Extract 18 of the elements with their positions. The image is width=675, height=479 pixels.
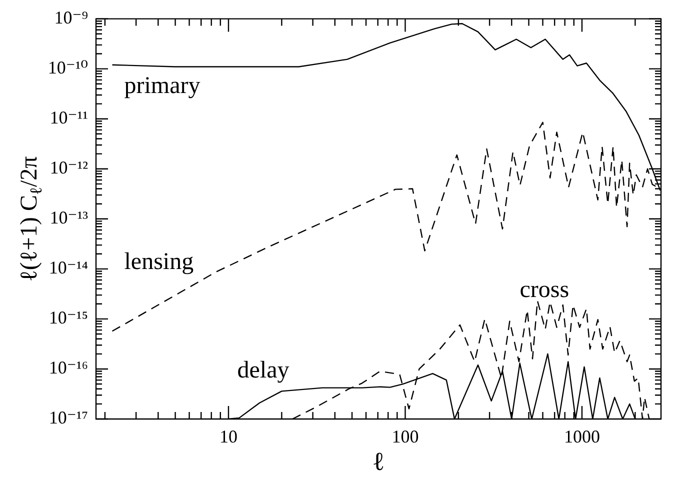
series-label: lensing — [124, 249, 194, 276]
y-tick-label: 10⁻¹⁶ — [48, 358, 88, 378]
series-label: cross — [520, 277, 570, 304]
x-axis-title: ℓ — [372, 446, 385, 476]
x-tick-label: 10 — [219, 426, 238, 447]
y-tick-label: 10⁻¹⁴ — [48, 258, 88, 278]
series-label: delay — [237, 357, 290, 384]
y-axis-title: ℓ(ℓ+1) Cℓ/2π — [16, 156, 46, 282]
y-tick-label: 10⁻¹¹ — [50, 108, 88, 128]
y-tick-label: 10⁻⁹ — [54, 8, 88, 28]
y-tick-label: 10⁻¹⁷ — [48, 408, 88, 428]
x-tick-label: 1000 — [564, 426, 600, 447]
y-tick-label: 10⁻¹³ — [50, 208, 89, 228]
series-label: primary — [124, 73, 200, 100]
x-tick-label: 100 — [392, 426, 419, 447]
y-tick-label: 10⁻¹² — [50, 158, 88, 178]
y-tick-label: 10⁻¹⁵ — [48, 308, 88, 328]
y-tick-label: 10⁻¹⁰ — [48, 58, 88, 78]
